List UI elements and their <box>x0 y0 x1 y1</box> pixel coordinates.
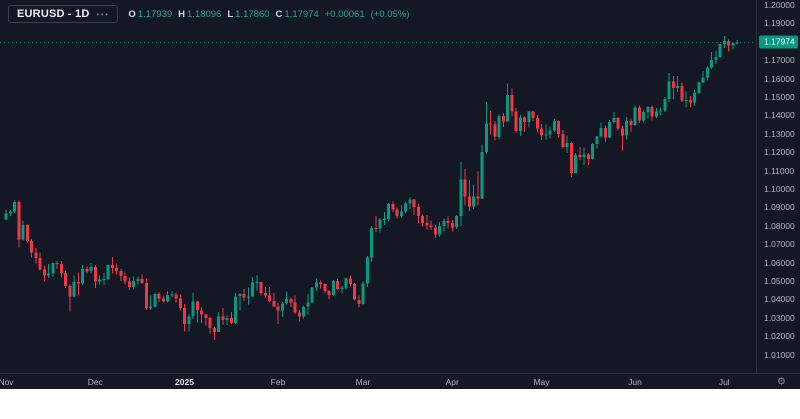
price-tick-label: 1.11000 <box>764 165 795 176</box>
price-tick-label: 1.12000 <box>764 147 795 158</box>
price-tick-label: 1.03000 <box>764 312 795 323</box>
close-value: 1.17974 <box>284 8 319 20</box>
close-label: C <box>275 8 283 20</box>
price-axis[interactable]: 1.17974 1.20000 1.19000 1.17000 1.16000 1.15… <box>756 0 800 373</box>
price-tick-label: 1.06000 <box>764 257 795 268</box>
price-tick-label: 1.19000 <box>764 18 795 29</box>
time-tick-label: Nov <box>0 376 14 387</box>
time-tick-label: Jul <box>718 376 730 387</box>
change-value: +0.00061 <box>324 8 365 20</box>
price-tick-label: 1.16000 <box>764 73 795 84</box>
price-tick-label: 1.07000 <box>764 239 795 250</box>
ohlc-legend: O 1.17939 H 1.18096 L 1.17860 C 1.17974 +0.0… <box>128 9 409 20</box>
chart-pane: EURUSD - 1D ••• O 1.17939 H 1.18096 L 1.178… <box>0 0 756 373</box>
page-background <box>0 389 800 419</box>
symbol-title: EURUSD - 1D <box>17 8 90 20</box>
price-tick-label: 1.01000 <box>764 349 795 360</box>
time-tick-label: May <box>533 376 550 387</box>
time-tick-label: Dec <box>87 376 103 387</box>
candlestick-chart[interactable] <box>0 0 756 373</box>
symbol-button[interactable]: EURUSD - 1D ••• <box>8 5 119 23</box>
time-tick-label: Mar <box>355 376 371 387</box>
time-tick-label: 2025 <box>175 376 194 387</box>
open-value: 1.17939 <box>137 8 173 20</box>
more-options-icon[interactable]: ••• <box>96 9 110 19</box>
price-tick-label: 1.20000 <box>764 0 795 10</box>
price-tick-label: 1.17000 <box>764 55 795 66</box>
low-label: L <box>227 8 234 20</box>
price-tick-label: 1.13000 <box>764 128 795 139</box>
chart-legend: EURUSD - 1D ••• O 1.17939 H 1.18096 L 1.178… <box>8 5 409 23</box>
time-tick-label: Jun <box>628 376 642 387</box>
low-value: 1.17860 <box>235 8 270 20</box>
price-tick-label: 1.04000 <box>764 294 795 305</box>
chart-window: EURUSD - 1D ••• O 1.17939 H 1.18096 L 1.178… <box>0 0 800 389</box>
price-tick-label: 1.02000 <box>764 331 795 342</box>
open-label: O <box>128 8 136 20</box>
time-axis[interactable]: ⚙ Nov Dec 2025 Feb Mar Apr May Jun Jul <box>0 373 800 389</box>
high-label: H <box>178 8 186 20</box>
high-value: 1.18096 <box>187 8 222 20</box>
time-tick-label: Apr <box>445 376 459 387</box>
current-price-label: 1.17974 <box>759 35 798 49</box>
price-tick-label: 1.09000 <box>764 202 795 213</box>
price-tick-label: 1.15000 <box>764 92 795 102</box>
price-tick-label: 1.10000 <box>764 184 795 194</box>
change-percent: (+0.05%) <box>370 8 410 20</box>
price-tick-label: 1.05000 <box>764 276 795 286</box>
time-tick-label: Feb <box>270 376 286 387</box>
price-tick-label: 1.08000 <box>764 220 795 231</box>
price-tick-label: 1.14000 <box>764 110 795 121</box>
gear-icon[interactable]: ⚙ <box>777 376 786 387</box>
